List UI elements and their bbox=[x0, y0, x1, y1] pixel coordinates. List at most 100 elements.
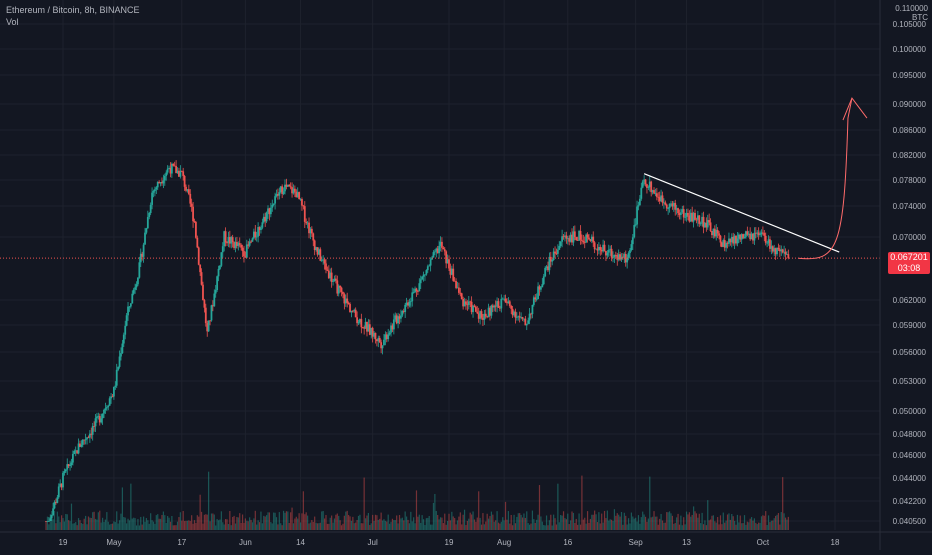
volume-bar bbox=[82, 523, 84, 530]
candle-body bbox=[166, 168, 169, 173]
volume-bar bbox=[541, 521, 543, 530]
volume-bar bbox=[72, 523, 74, 530]
candle-body bbox=[470, 301, 473, 313]
volume-bar bbox=[475, 521, 477, 530]
candle-body bbox=[200, 272, 203, 285]
candle-body bbox=[245, 244, 248, 258]
candle-body bbox=[740, 234, 743, 240]
volume-bar bbox=[650, 517, 652, 530]
volume-bar bbox=[493, 521, 495, 530]
volume-bar bbox=[389, 523, 391, 530]
projection-arrow[interactable] bbox=[798, 97, 853, 260]
symbol-title[interactable]: Ethereum / Bitcoin, 8h, BINANCE bbox=[6, 5, 140, 15]
volume-bar bbox=[558, 522, 560, 530]
volume-bar bbox=[407, 519, 409, 530]
volume-bar bbox=[749, 518, 751, 530]
drawings[interactable] bbox=[0, 97, 880, 260]
candle-body bbox=[227, 237, 230, 243]
volume-label[interactable]: Vol bbox=[6, 17, 19, 27]
candle-body bbox=[354, 309, 357, 318]
volume-bar bbox=[495, 520, 497, 530]
candle-body bbox=[190, 203, 193, 207]
volume-bar bbox=[56, 511, 58, 530]
volume-bar bbox=[777, 513, 780, 530]
candle-body bbox=[771, 246, 774, 252]
candle-body bbox=[334, 278, 337, 281]
volume-bar bbox=[172, 525, 174, 530]
candle-body bbox=[81, 439, 84, 445]
candle-body bbox=[244, 256, 247, 258]
volume-bar bbox=[288, 522, 290, 530]
candle-body bbox=[125, 315, 128, 326]
candle-body bbox=[383, 339, 385, 346]
volume-bar bbox=[652, 516, 654, 530]
candle-body bbox=[342, 291, 344, 295]
volume-bar bbox=[509, 523, 511, 530]
candle-body bbox=[353, 309, 356, 312]
volume-bar bbox=[657, 524, 659, 530]
candle-body bbox=[743, 236, 746, 239]
candle-body bbox=[641, 181, 644, 188]
candle-body bbox=[217, 268, 220, 277]
volume-bar bbox=[555, 524, 558, 530]
volume-bar bbox=[551, 525, 553, 530]
candle-body bbox=[612, 257, 614, 259]
candle-body bbox=[559, 241, 562, 247]
volume-bar bbox=[76, 525, 78, 530]
volume-bar bbox=[589, 518, 591, 530]
candle-body bbox=[426, 266, 429, 271]
volume-bar bbox=[263, 515, 265, 530]
volume-bar bbox=[250, 519, 252, 530]
candle-body bbox=[767, 239, 770, 243]
candle-body bbox=[340, 287, 343, 292]
candle-body bbox=[670, 203, 672, 205]
candle-body bbox=[518, 316, 521, 318]
candle-body bbox=[500, 298, 503, 309]
candle-body bbox=[424, 274, 426, 276]
price-tick-label: 0.040500 bbox=[893, 517, 927, 526]
volume-bar bbox=[142, 516, 145, 530]
volume-bar bbox=[623, 512, 625, 530]
candle-body bbox=[176, 170, 179, 174]
candle-body bbox=[327, 270, 330, 279]
candle-body bbox=[220, 252, 223, 266]
current-price-tag: 0.067201 03:08 bbox=[888, 252, 930, 274]
volume-bar bbox=[383, 519, 385, 530]
volume-bar bbox=[691, 514, 693, 530]
candle-body bbox=[432, 252, 435, 258]
candle-body bbox=[578, 230, 580, 241]
candle-body bbox=[764, 235, 767, 243]
candle-body bbox=[429, 259, 432, 266]
volume-bar bbox=[642, 511, 644, 530]
price-axis[interactable]: 0.105000 0.100000 0.095000 0.090000 0.086000… bbox=[880, 0, 932, 550]
volume-bar bbox=[120, 513, 122, 530]
candle-body bbox=[736, 238, 739, 244]
volume-bar bbox=[671, 515, 673, 530]
candle-body bbox=[436, 248, 439, 254]
volume-bar bbox=[345, 511, 347, 530]
candle-body bbox=[414, 288, 416, 293]
candle-body bbox=[344, 298, 347, 304]
trendline[interactable] bbox=[643, 173, 840, 253]
candle-body bbox=[456, 287, 459, 289]
candle-body bbox=[571, 234, 573, 243]
candle-body bbox=[233, 242, 235, 248]
candle-body bbox=[453, 280, 456, 282]
volume-bar bbox=[545, 515, 548, 530]
volume-bar bbox=[305, 512, 307, 530]
candle-body bbox=[306, 222, 309, 224]
candle-body bbox=[441, 241, 443, 248]
candle-body bbox=[752, 233, 754, 241]
candle-body bbox=[228, 237, 231, 244]
candle-body bbox=[168, 167, 170, 169]
candle-body bbox=[241, 247, 244, 252]
volume-bar bbox=[53, 510, 56, 530]
volume-bar bbox=[594, 510, 596, 530]
candle-body bbox=[706, 220, 709, 228]
volume-bar bbox=[762, 515, 764, 530]
price-tick-label: 0.100000 bbox=[893, 45, 927, 54]
candle-body bbox=[562, 236, 565, 238]
